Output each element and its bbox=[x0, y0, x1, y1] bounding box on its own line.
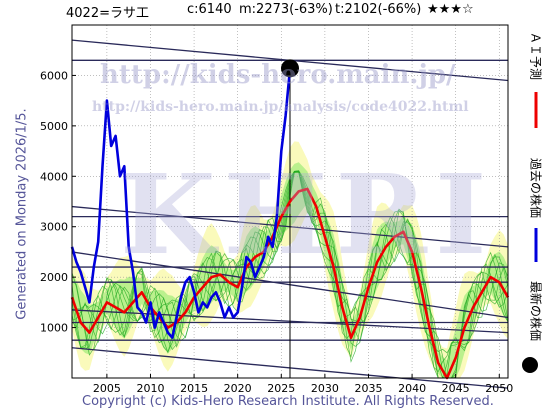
x-tick-label: 2045 bbox=[442, 382, 470, 395]
plot-frame bbox=[71, 24, 509, 379]
latest-price-dot bbox=[281, 59, 299, 78]
watermark-url: http://kids-hero.main.jp/ bbox=[100, 60, 456, 90]
y-tick-label: 2000 bbox=[40, 271, 68, 284]
chart-header: 4022=ラサ工 c:6140 m:2273(-63%) t:2102(-66%… bbox=[0, 2, 560, 21]
y-tick-label: 1000 bbox=[40, 322, 68, 335]
generated-text: Generated on Monday 2026/1/5. bbox=[14, 108, 30, 320]
legend-marks bbox=[522, 92, 538, 373]
y-tick-label: 5000 bbox=[40, 120, 68, 133]
x-tick-label: 2030 bbox=[311, 382, 339, 395]
ai-forecast-line bbox=[70, 187, 510, 380]
x-tick-label: 2040 bbox=[398, 382, 426, 395]
stock-code-name: 4022=ラサ工 bbox=[66, 6, 149, 21]
watermark-big: KHRI bbox=[120, 150, 495, 279]
x-tick-label: 2005 bbox=[93, 382, 121, 395]
copyright: Copyright (c) Kids-Hero Research Institu… bbox=[82, 394, 494, 409]
x-tick-label: 2020 bbox=[224, 382, 252, 395]
legend-past-price-label: 過去の株価 bbox=[528, 157, 543, 219]
axes: 2005 2010 2015 2020 2025 2030 2035 2040 2045 2050… bbox=[40, 24, 513, 395]
mean-price: m:2273(-63%) bbox=[239, 2, 333, 17]
x-tick-label: 2010 bbox=[136, 382, 164, 395]
rating-stars: ★★★☆ bbox=[427, 2, 474, 17]
past-price-line bbox=[70, 68, 292, 340]
x-tick-label: 2015 bbox=[180, 382, 208, 395]
x-tick-label: 2025 bbox=[267, 382, 295, 395]
y-tick-label: 3000 bbox=[40, 221, 68, 234]
legend-latest-price-swatch bbox=[522, 357, 538, 373]
x-tick-label: 2050 bbox=[485, 382, 513, 395]
y-tick-label: 6000 bbox=[40, 69, 68, 82]
legend-ai-forecast-label: ＡＩ予測 bbox=[528, 31, 543, 81]
y-tick-label: 4000 bbox=[40, 170, 68, 183]
legend-latest-price-label: 最新の株価 bbox=[528, 280, 543, 342]
target-price: t:2102(-66%) bbox=[335, 2, 422, 17]
current-price: c:6140 bbox=[187, 2, 232, 17]
x-tick-label: 2035 bbox=[354, 382, 382, 395]
watermark-path: http://kids-hero.main.jp/analysis/code40… bbox=[92, 99, 469, 115]
series bbox=[70, 59, 510, 380]
